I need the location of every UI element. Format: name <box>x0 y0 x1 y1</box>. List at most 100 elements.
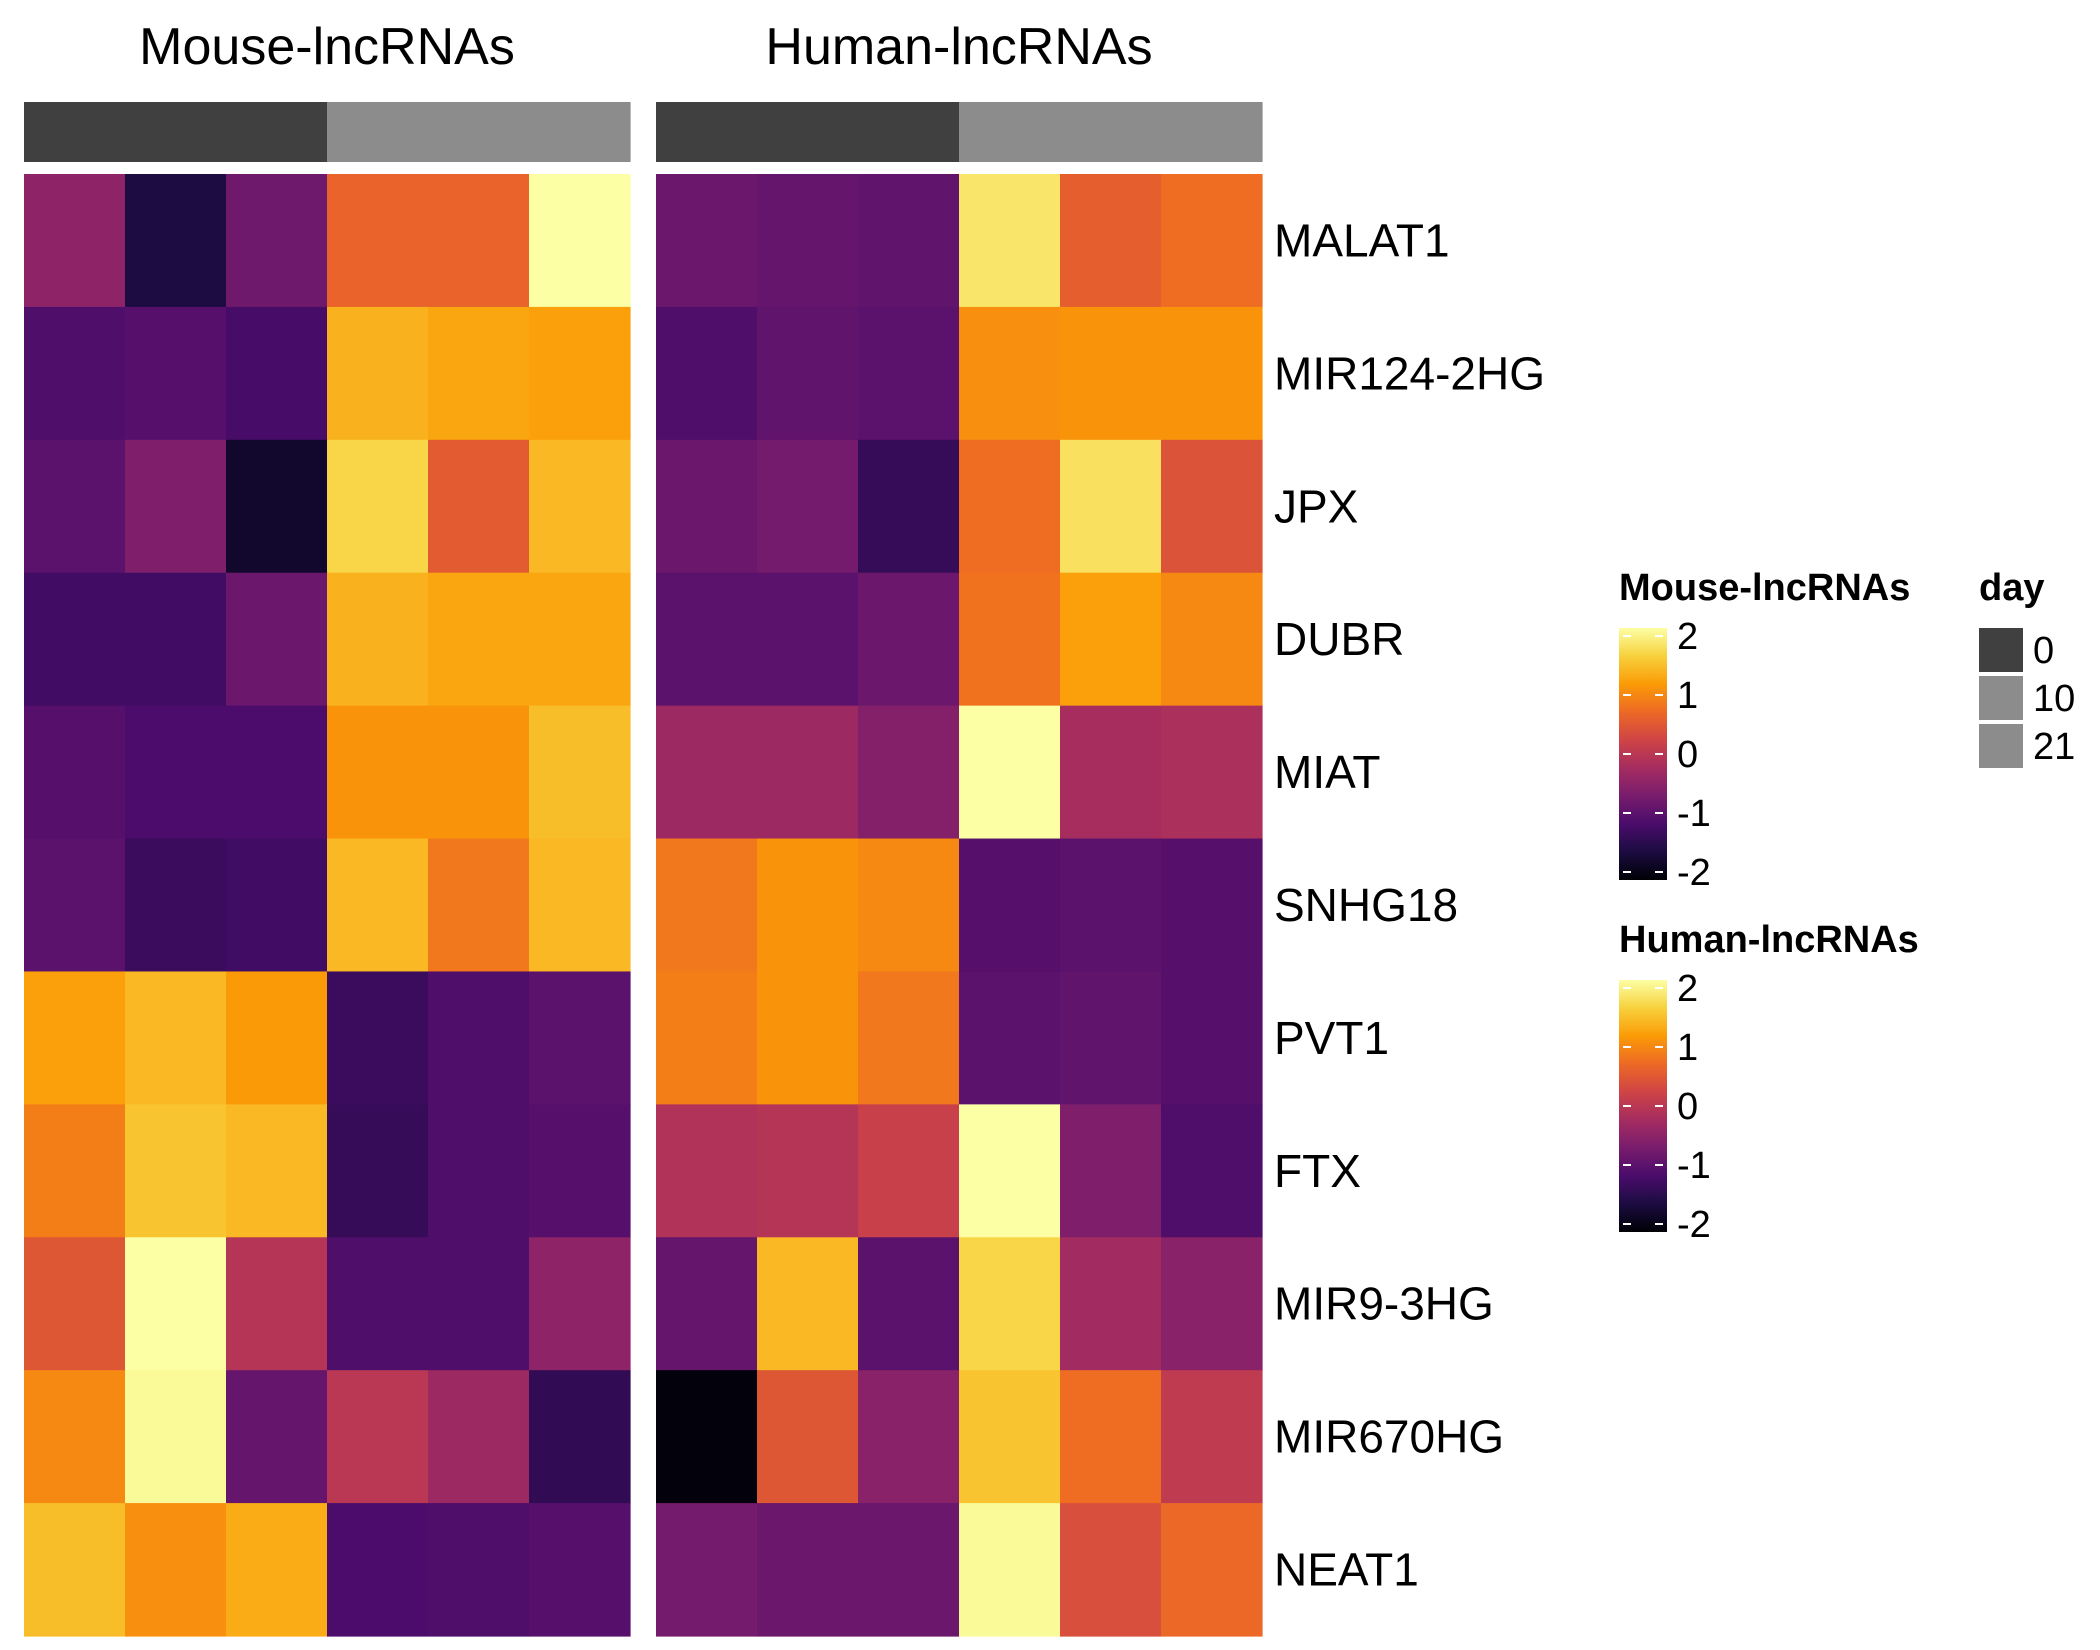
heatmap-cell <box>529 838 631 973</box>
heatmap-cell <box>858 1237 960 1371</box>
heatmap-cell <box>327 1503 429 1637</box>
heatmap-cell <box>1161 705 1263 840</box>
heatmap-cell <box>858 1503 960 1637</box>
heatmap-cell <box>757 971 859 1105</box>
heatmap-cell <box>125 1237 227 1371</box>
heatmap-cell <box>327 838 429 973</box>
heatmap-cell <box>858 971 960 1105</box>
heatmap-cell <box>1161 1370 1263 1504</box>
heatmap-cell <box>1060 174 1162 308</box>
heatmap-cell <box>226 705 328 840</box>
heatmap-cell <box>959 1503 1061 1637</box>
colorbar-tick-label: -1 <box>1677 1145 1711 1187</box>
heatmap-cell <box>428 306 530 441</box>
heatmap-cell <box>757 306 859 441</box>
legend-title: day <box>1979 567 2044 609</box>
heatmap-cell <box>656 1503 758 1637</box>
day-legend-key <box>1979 676 2023 720</box>
heatmap-cell <box>24 1503 126 1637</box>
heatmap-cell <box>125 838 227 973</box>
colorbar-legend: Mouse-lncRNAs 2 1 0 -1 -2 <box>1619 567 1910 894</box>
heatmap-cell <box>1161 971 1263 1105</box>
heatmap-cell <box>1060 971 1162 1105</box>
colorbar-tick-label: -1 <box>1677 793 1711 835</box>
heatmap-cell <box>226 174 328 308</box>
heatmap-cell <box>428 838 530 973</box>
heatmap-cell <box>24 174 126 308</box>
heatmap-cell <box>529 1503 631 1637</box>
heatmap-cell <box>1161 1503 1263 1637</box>
colorbar-tick-label: -2 <box>1677 852 1711 894</box>
heatmap-cell <box>959 705 1061 840</box>
heatmap-cell <box>757 174 859 308</box>
row-label: DUBR <box>1274 613 1404 665</box>
heatmap-cell <box>24 705 126 840</box>
legend-title: Mouse-lncRNAs <box>1619 567 1910 609</box>
heatmap-cell <box>656 306 758 441</box>
heatmap-cell <box>656 174 758 308</box>
heatmap-panel: Human-lncRNAs <box>656 18 1263 1637</box>
heatmap-cell <box>529 1104 631 1238</box>
heatmap-cell <box>959 838 1061 973</box>
day-annotation-cell <box>24 102 126 162</box>
heatmap-cell <box>1060 1237 1162 1371</box>
heatmap-cell <box>858 838 960 973</box>
day-legend-key <box>1979 724 2023 768</box>
heatmap-cell <box>656 439 758 574</box>
heatmap-cell <box>226 1104 328 1238</box>
colorbar-tick-label: 2 <box>1677 968 1698 1010</box>
heatmap-cell <box>327 306 429 441</box>
heatmap-cell <box>1060 705 1162 840</box>
heatmap-cell <box>428 572 530 707</box>
row-label: MIR124-2HG <box>1274 347 1545 399</box>
panel-title: Human-lncRNAs <box>765 18 1152 76</box>
heatmap-cell <box>656 838 758 973</box>
day-legend-label: 0 <box>2033 630 2054 672</box>
row-label: MIR9-3HG <box>1274 1278 1494 1330</box>
heatmap-cell <box>226 1370 328 1504</box>
day-legend-key <box>1979 628 2023 672</box>
heatmap-cell <box>959 1104 1061 1238</box>
heatmap-cell <box>327 174 429 308</box>
day-annotation-cell <box>757 102 859 162</box>
colorbar-tick-label: 1 <box>1677 675 1698 717</box>
colorbar-tick-label: 0 <box>1677 1086 1698 1128</box>
heatmap-cell <box>858 1104 960 1238</box>
heatmap-cell <box>1060 1104 1162 1238</box>
heatmap-cell <box>757 1237 859 1371</box>
heatmap-cell <box>24 971 126 1105</box>
row-label: PVT1 <box>1274 1012 1389 1064</box>
heatmap-cell <box>125 174 227 308</box>
heatmap-cell <box>529 306 631 441</box>
day-annotation-cell <box>1060 102 1162 162</box>
heatmap-cell <box>529 174 631 308</box>
heatmap-cell <box>959 174 1061 308</box>
heatmap-cell <box>24 572 126 707</box>
day-annotation-cell <box>327 102 429 162</box>
heatmap-cell <box>656 971 758 1105</box>
row-label: NEAT1 <box>1274 1544 1419 1596</box>
heatmap-cell <box>226 1237 328 1371</box>
day-legend-label: 10 <box>2033 678 2075 720</box>
heatmap-cell <box>125 705 227 840</box>
heatmap-cell <box>656 1370 758 1504</box>
heatmap-cell <box>428 971 530 1105</box>
day-annotation-cell <box>959 102 1061 162</box>
heatmap-cell <box>959 971 1061 1105</box>
heatmap-cell <box>529 1237 631 1371</box>
heatmap-cell <box>24 1104 126 1238</box>
heatmap-cell <box>428 1370 530 1504</box>
day-annotation-cell <box>428 102 530 162</box>
heatmap-cell <box>959 1370 1061 1504</box>
colorbar-tick-label: 0 <box>1677 734 1698 776</box>
heatmap-cell <box>24 1237 126 1371</box>
heatmap-cell <box>428 174 530 308</box>
heatmap-cell <box>1060 1370 1162 1504</box>
heatmap-cell <box>327 705 429 840</box>
heatmap-cell <box>959 306 1061 441</box>
heatmap-cell <box>226 572 328 707</box>
heatmap-cell <box>1161 439 1263 574</box>
heatmap-cell <box>656 1104 758 1238</box>
heatmap-cell <box>428 705 530 840</box>
heatmap-cell <box>1161 572 1263 707</box>
